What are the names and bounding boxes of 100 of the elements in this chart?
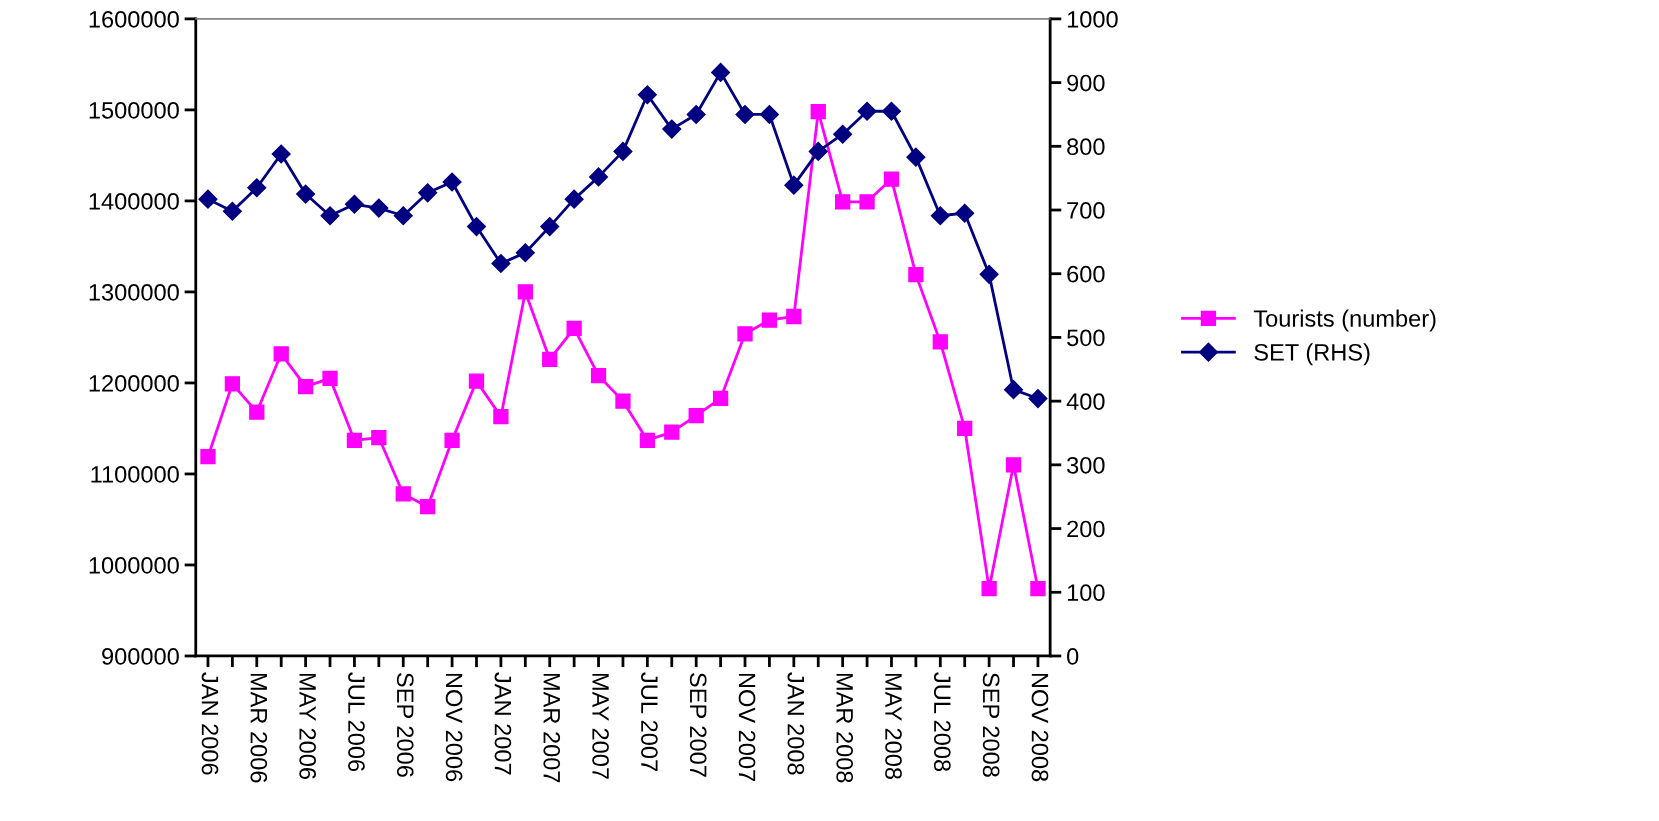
y-tick-label: 1500000: [89, 101, 179, 119]
x-tick-label: MAY 2007: [592, 673, 609, 779]
y-tick-label: 1300000: [89, 283, 179, 301]
x-tick-label: MAR 2008: [836, 673, 854, 783]
point: [320, 206, 340, 226]
point: [883, 171, 900, 187]
point: [271, 144, 291, 164]
y2-tick-label: 900: [1067, 74, 1105, 92]
point: [664, 424, 680, 440]
point: [784, 175, 804, 195]
point: [369, 198, 389, 218]
point: [981, 580, 997, 597]
point: [418, 183, 438, 203]
point: [735, 104, 755, 124]
point: [542, 351, 558, 367]
point: [444, 432, 460, 448]
point: [810, 104, 826, 120]
point: [686, 104, 706, 124]
point: [566, 320, 582, 336]
x-tick-label: MAR 2007: [543, 673, 561, 783]
y2-tick-label: 500: [1067, 329, 1105, 347]
point: [200, 449, 216, 465]
point: [395, 486, 411, 502]
x-tick-label: SEP 2008: [982, 673, 1000, 777]
y-tick-label: 1200000: [89, 375, 179, 392]
point: [1028, 389, 1048, 409]
y2-tick-label: 600: [1067, 265, 1105, 283]
point: [639, 432, 656, 448]
point: [249, 404, 265, 420]
x-tick-label: MAY 2008: [885, 673, 902, 780]
point: [711, 62, 731, 82]
x-tick-label: JUL 2007: [641, 672, 658, 771]
y2-tick-label: 200: [1067, 520, 1105, 538]
point: [420, 499, 436, 515]
legend-label: SET (RHS): [1254, 343, 1370, 366]
point: [759, 104, 779, 124]
x-tick-label: JUL 2008: [933, 672, 951, 772]
point: [615, 393, 631, 409]
point: [908, 266, 924, 283]
point: [1003, 380, 1024, 400]
point: [1005, 457, 1022, 473]
y2-tick-label: 300: [1067, 456, 1105, 474]
point: [322, 370, 338, 387]
point: [906, 147, 926, 167]
y2-tick-label: 0: [1067, 648, 1079, 665]
point: [273, 346, 289, 362]
point: [371, 429, 387, 446]
point: [564, 189, 584, 209]
x-tick-label: NOV 2008: [1031, 673, 1049, 782]
point: [224, 376, 241, 392]
point: [222, 201, 242, 221]
y-tick-label: 900000: [102, 648, 179, 665]
point: [737, 326, 753, 342]
point: [786, 308, 802, 325]
point: [297, 378, 314, 395]
point: [344, 194, 364, 214]
point: [833, 124, 853, 144]
point: [957, 420, 973, 437]
y-tick-label: 1400000: [89, 192, 179, 210]
point: [468, 373, 485, 389]
legend-label: Tourists (number): [1253, 309, 1436, 332]
point: [589, 167, 609, 187]
point: [442, 172, 462, 192]
point: [198, 189, 218, 209]
point: [979, 264, 999, 284]
point: [662, 119, 682, 139]
x-tick-label: JUL 2006: [348, 672, 365, 772]
x-tick-label: JAN 2008: [787, 672, 805, 775]
x-tick-label: SEP 2006: [396, 673, 414, 777]
y2-tick-label: 700: [1067, 202, 1105, 219]
point: [296, 184, 316, 204]
y-tick-label: 1600000: [89, 10, 179, 28]
point: [590, 368, 607, 384]
point: [835, 194, 851, 210]
x-tick-label: NOV 2007: [738, 673, 756, 782]
y2-tick-label: 1000: [1067, 10, 1118, 28]
point: [247, 178, 267, 198]
point: [637, 85, 657, 105]
point: [613, 141, 633, 161]
point: [540, 217, 560, 237]
point: [346, 432, 363, 448]
point: [515, 243, 535, 263]
x-tick-label: JAN 2006: [201, 672, 219, 775]
point: [930, 206, 950, 226]
y2-tick-label: 400: [1066, 393, 1105, 410]
point: [808, 141, 828, 161]
point: [493, 408, 509, 425]
point: [857, 101, 877, 121]
point: [688, 408, 704, 424]
y2-tick-label: 100: [1067, 584, 1105, 602]
x-tick-label: NOV 2006: [445, 673, 463, 782]
point: [517, 284, 533, 300]
x-tick-label: MAY 2006: [299, 673, 316, 780]
point: [491, 253, 511, 274]
point: [761, 312, 778, 328]
x-tick-label: MAR 2006: [250, 673, 268, 783]
x-tick-label: SEP 2007: [689, 673, 707, 777]
point: [466, 217, 487, 237]
y-tick-label: 1100000: [91, 466, 179, 483]
y-tick-label: 1000000: [89, 557, 179, 574]
